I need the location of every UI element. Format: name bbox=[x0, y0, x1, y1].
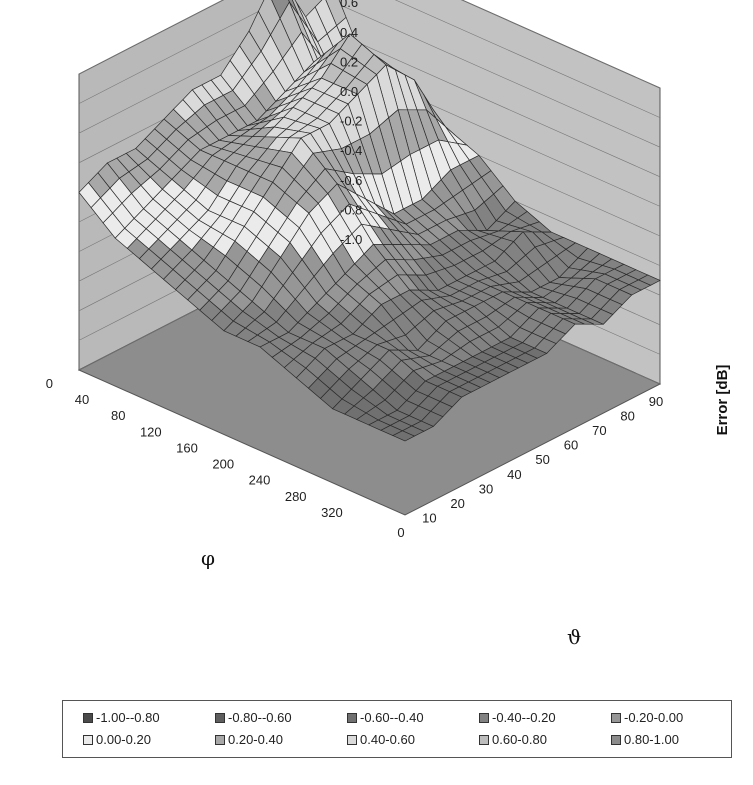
chart-legend: -1.00--0.80 -0.80--0.60 -0.60--0.40 -0.40--… bbox=[62, 700, 732, 758]
z-tick-label: 0.6 bbox=[340, 0, 358, 10]
legend-item: 0.00-0.20 bbox=[83, 732, 151, 747]
y-tick-label: 90 bbox=[649, 394, 663, 409]
x-tick-label: 240 bbox=[249, 473, 271, 488]
y-tick-label: 10 bbox=[422, 510, 436, 525]
z-tick-label: -0.6 bbox=[340, 173, 362, 188]
z-gridline bbox=[78, 0, 661, 118]
legend-label: 0.40-0.60 bbox=[360, 732, 415, 747]
z-tick-label: 0.2 bbox=[340, 54, 358, 69]
x-tick-label: 0 bbox=[46, 376, 53, 391]
legend-swatch bbox=[611, 734, 621, 745]
legend-label: -1.00--0.80 bbox=[96, 710, 160, 725]
legend-swatch bbox=[83, 734, 93, 745]
y-tick-label: 30 bbox=[479, 481, 493, 496]
x-axis-title: φ bbox=[201, 546, 215, 570]
legend-swatch bbox=[347, 734, 357, 745]
legend-item: 0.80-1.00 bbox=[611, 732, 679, 747]
legend-item: 0.60-0.80 bbox=[479, 732, 547, 747]
x-tick-label: 160 bbox=[176, 440, 198, 455]
y-tick-label: 60 bbox=[564, 438, 578, 453]
x-tick-label: 280 bbox=[285, 489, 307, 504]
z-axis-title: Error [dB] bbox=[714, 365, 731, 436]
legend-swatch bbox=[479, 734, 489, 745]
legend-label: 0.00-0.20 bbox=[96, 732, 151, 747]
x-tick-label: 320 bbox=[321, 505, 343, 520]
surface-mesh bbox=[78, 0, 661, 442]
z-tick-label: -0.8 bbox=[340, 202, 362, 217]
legend-swatch bbox=[83, 712, 93, 723]
legend-item: -0.60--0.40 bbox=[347, 710, 424, 725]
legend-label: 0.60-0.80 bbox=[492, 732, 547, 747]
legend-swatch bbox=[347, 712, 357, 723]
legend-label: 0.20-0.40 bbox=[228, 732, 283, 747]
y-axis-title: ϑ bbox=[567, 625, 581, 649]
x-tick-label: 80 bbox=[111, 408, 125, 423]
legend-item: 0.20-0.40 bbox=[215, 732, 283, 747]
legend-item: -0.40--0.20 bbox=[479, 710, 556, 725]
y-tick-label: 0 bbox=[397, 525, 404, 540]
legend-label: -0.60--0.40 bbox=[360, 710, 424, 725]
legend-label: -0.80--0.60 bbox=[228, 710, 292, 725]
z-tick-label: -1.0 bbox=[340, 232, 362, 247]
legend-label: 0.80-1.00 bbox=[624, 732, 679, 747]
legend-label: -0.20-0.00 bbox=[624, 710, 684, 725]
y-tick-label: 70 bbox=[592, 423, 606, 438]
legend-swatch bbox=[215, 712, 225, 723]
legend-swatch bbox=[479, 712, 489, 723]
legend-item: -1.00--0.80 bbox=[83, 710, 160, 725]
x-tick-label: 40 bbox=[75, 392, 89, 407]
legend-item: -0.80--0.60 bbox=[215, 710, 292, 725]
z-tick-label: 0.0 bbox=[340, 84, 358, 99]
x-tick-label: 120 bbox=[140, 424, 162, 439]
legend-swatch bbox=[215, 734, 225, 745]
z-tick-label: -0.2 bbox=[340, 114, 362, 129]
z-tick-label: 0.4 bbox=[340, 25, 358, 40]
z-tick-label: -0.4 bbox=[340, 143, 362, 158]
z-gridline bbox=[78, 0, 661, 89]
x-tick-label: 200 bbox=[212, 457, 234, 472]
y-tick-label: 40 bbox=[507, 467, 521, 482]
legend-item: 0.40-0.60 bbox=[347, 732, 415, 747]
legend-swatch bbox=[611, 712, 621, 723]
y-tick-label: 50 bbox=[535, 452, 549, 467]
legend-item: -0.20-0.00 bbox=[611, 710, 683, 725]
tick-labels: -1.0-0.8-0.6-0.4-0.20.00.20.40.60.81.004… bbox=[46, 0, 663, 540]
y-tick-label: 20 bbox=[450, 496, 464, 511]
surface-cell bbox=[392, 430, 416, 442]
legend-label: -0.40--0.20 bbox=[492, 710, 556, 725]
y-tick-label: 80 bbox=[620, 409, 634, 424]
